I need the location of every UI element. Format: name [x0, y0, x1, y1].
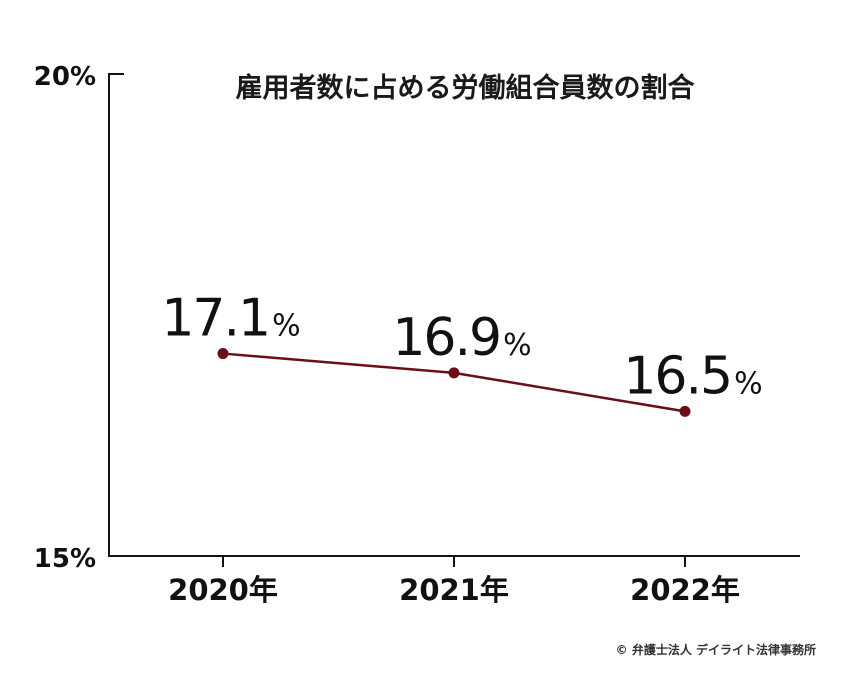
data-label-0: 17.1% — [161, 289, 300, 349]
x-tick-label-2: 2022年 — [630, 573, 740, 607]
data-point-2 — [679, 405, 691, 417]
data-point-1 — [448, 367, 460, 379]
series-marks: 2020年 2021年 2022年 17.1% 16.9 % 16.5% — [161, 289, 762, 607]
data-point-0 — [217, 348, 229, 360]
y-tick-label-bottom: 15% — [34, 544, 96, 574]
data-label-2: 16.5% — [623, 346, 762, 406]
y-tick-label-top: 20% — [34, 62, 96, 92]
data-label-1: 16.9% — [392, 308, 531, 368]
x-tick-label-0: 2020年 — [168, 573, 278, 607]
chart-title: 雇用者数に占める労働組合員数の割合 — [236, 72, 695, 104]
copyright-credit: © 弁護士法人 デイライト法律事務所 — [616, 642, 816, 657]
x-tick-label-1: 2021年 — [399, 573, 509, 607]
